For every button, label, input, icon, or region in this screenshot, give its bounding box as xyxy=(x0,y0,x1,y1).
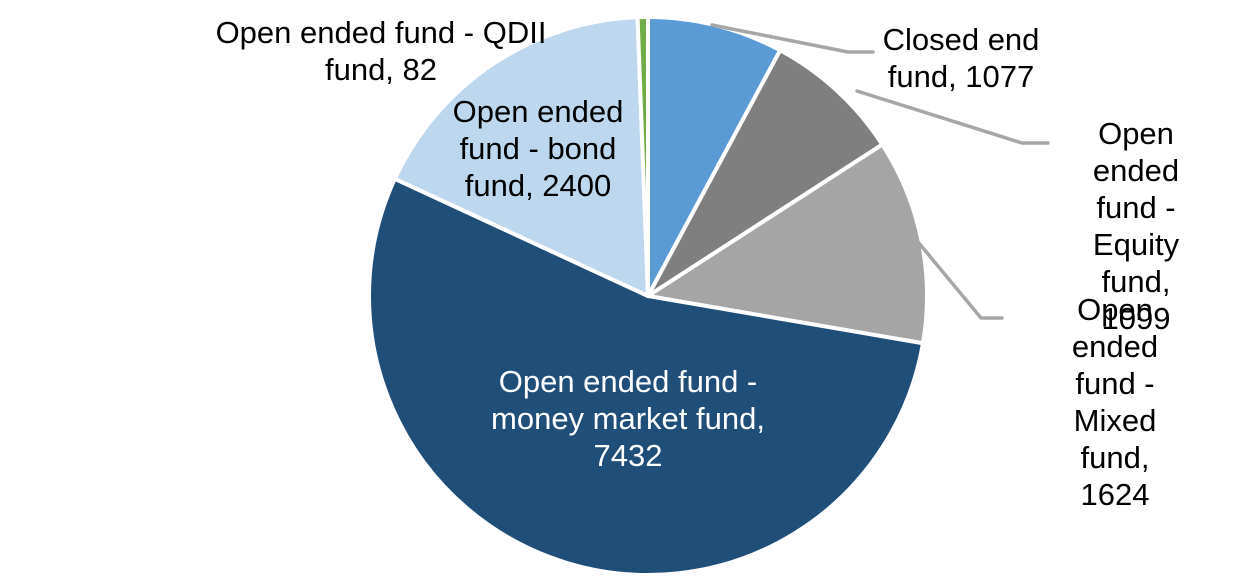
data-label-qdii-fund: Open ended fund - QDII fund, 82 xyxy=(215,15,547,87)
leader-line-equity-fund xyxy=(855,89,1050,145)
leader-line-mixed-fund xyxy=(916,240,1004,320)
data-label-money-market-fund: Open ended fund - money market fund, 743… xyxy=(491,364,765,473)
data-label-mixed-fund: Open ended fund - Mixed fund, 1624 xyxy=(1071,292,1159,512)
leader-line-closed-end-fund xyxy=(710,23,875,54)
pie-slice-open-ended-fund-equity-fund xyxy=(646,48,885,298)
data-label-closed-end-fund: Closed end fund, 1077 xyxy=(882,22,1040,94)
data-label-equity-fund: Open ended fund - Equity fund, 1099 xyxy=(1092,116,1180,336)
pie-slices xyxy=(367,15,929,577)
pie-slice-open-ended-fund-mixed-fund xyxy=(646,142,929,346)
pie-slice-open-ended-fund-bond-fund xyxy=(392,15,650,298)
pie-slice-open-ended-fund-money-market-fund xyxy=(367,176,925,577)
data-label-bond-fund: Open ended fund - bond fund, 2400 xyxy=(452,94,624,203)
pie-slice-open-ended-fund-qdii-fund xyxy=(635,15,650,298)
